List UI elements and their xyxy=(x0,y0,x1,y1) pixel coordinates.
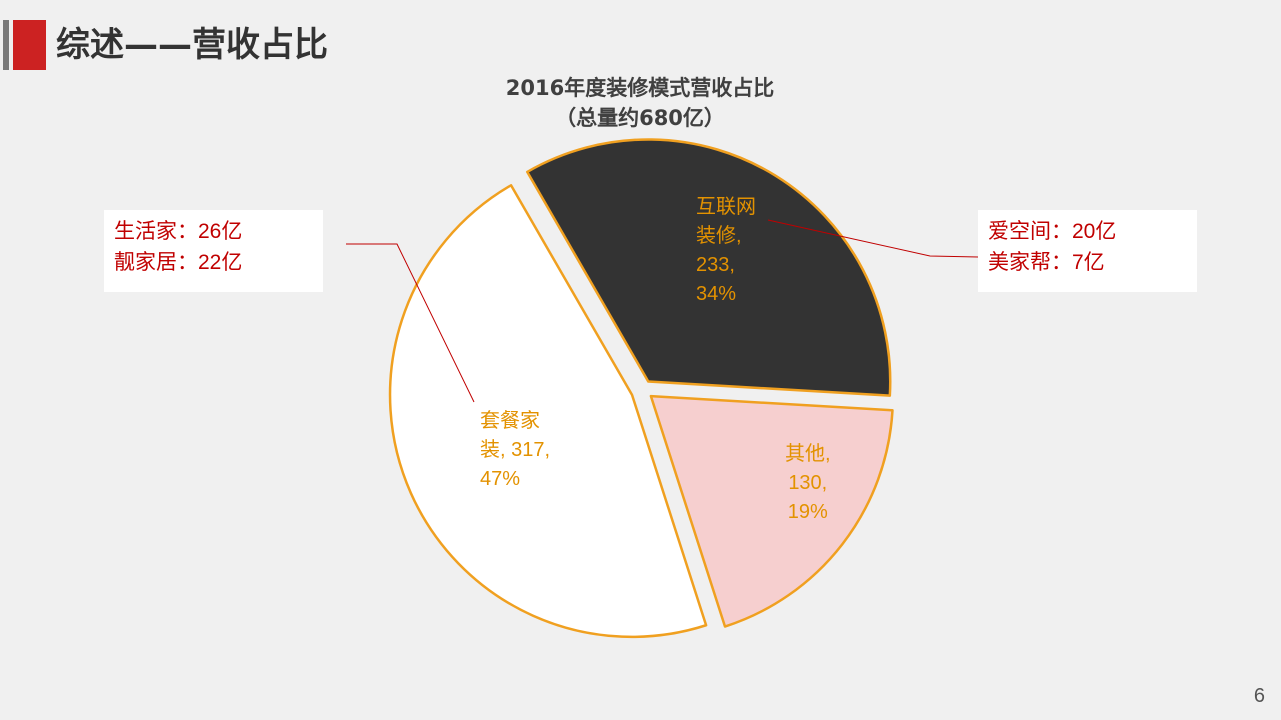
callout-row: 靓家居：22亿 xyxy=(114,247,313,278)
page-number: 6 xyxy=(1253,685,1265,707)
callout-row: 美家帮：7亿 xyxy=(988,247,1187,278)
chart-title: 2016年度装修模式营收占比 xyxy=(505,76,775,100)
callout-left: 生活家：26亿 靓家居：22亿 xyxy=(104,210,323,292)
callout-company: 生活家： xyxy=(114,219,198,243)
slice-label-line: 130, xyxy=(788,472,828,494)
slice-label-line: 其他, xyxy=(785,443,831,465)
title-marker-red xyxy=(13,20,46,70)
title-marker-dark xyxy=(3,20,9,70)
callout-value: 26亿 xyxy=(198,220,243,243)
callout-value: 20亿 xyxy=(1072,220,1117,243)
slice-label-internet: 互联网 装修, 233, 34% xyxy=(696,193,756,309)
callout-row: 生活家：26亿 xyxy=(114,216,313,247)
page-title: 综述——营收占比 xyxy=(56,25,328,65)
callout-right: 爱空间：20亿 美家帮：7亿 xyxy=(978,210,1197,292)
slice-label-package: 套餐家 装, 317, 47% xyxy=(480,407,550,494)
callout-value: 22亿 xyxy=(198,251,243,274)
slice-label-line: 套餐家 xyxy=(480,410,540,432)
callout-value: 7亿 xyxy=(1072,251,1105,274)
slice-label-other: 其他, 130, 19% xyxy=(785,440,831,527)
slice-label-line: 19% xyxy=(787,501,828,523)
pie-slice-internet xyxy=(526,138,892,397)
pie-slice-package xyxy=(388,184,708,639)
slice-label-line: 34% xyxy=(696,283,737,305)
leader-line-left xyxy=(346,243,475,403)
callout-company: 爱空间： xyxy=(988,219,1072,243)
slice-label-line: 47% xyxy=(480,468,521,490)
slice-label-line: 互联网 xyxy=(696,196,756,218)
pie-slice-other xyxy=(649,394,894,628)
leader-line-right xyxy=(767,219,979,258)
chart-subtitle: （总量约680亿） xyxy=(555,106,725,130)
callout-company: 美家帮： xyxy=(988,250,1072,274)
slice-label-line: 装, 317, xyxy=(480,439,551,461)
slice-label-line: 装修, xyxy=(696,225,742,247)
callout-company: 靓家居： xyxy=(114,250,198,274)
slice-label-line: 233, xyxy=(696,254,735,276)
callout-row: 爱空间：20亿 xyxy=(988,216,1187,247)
